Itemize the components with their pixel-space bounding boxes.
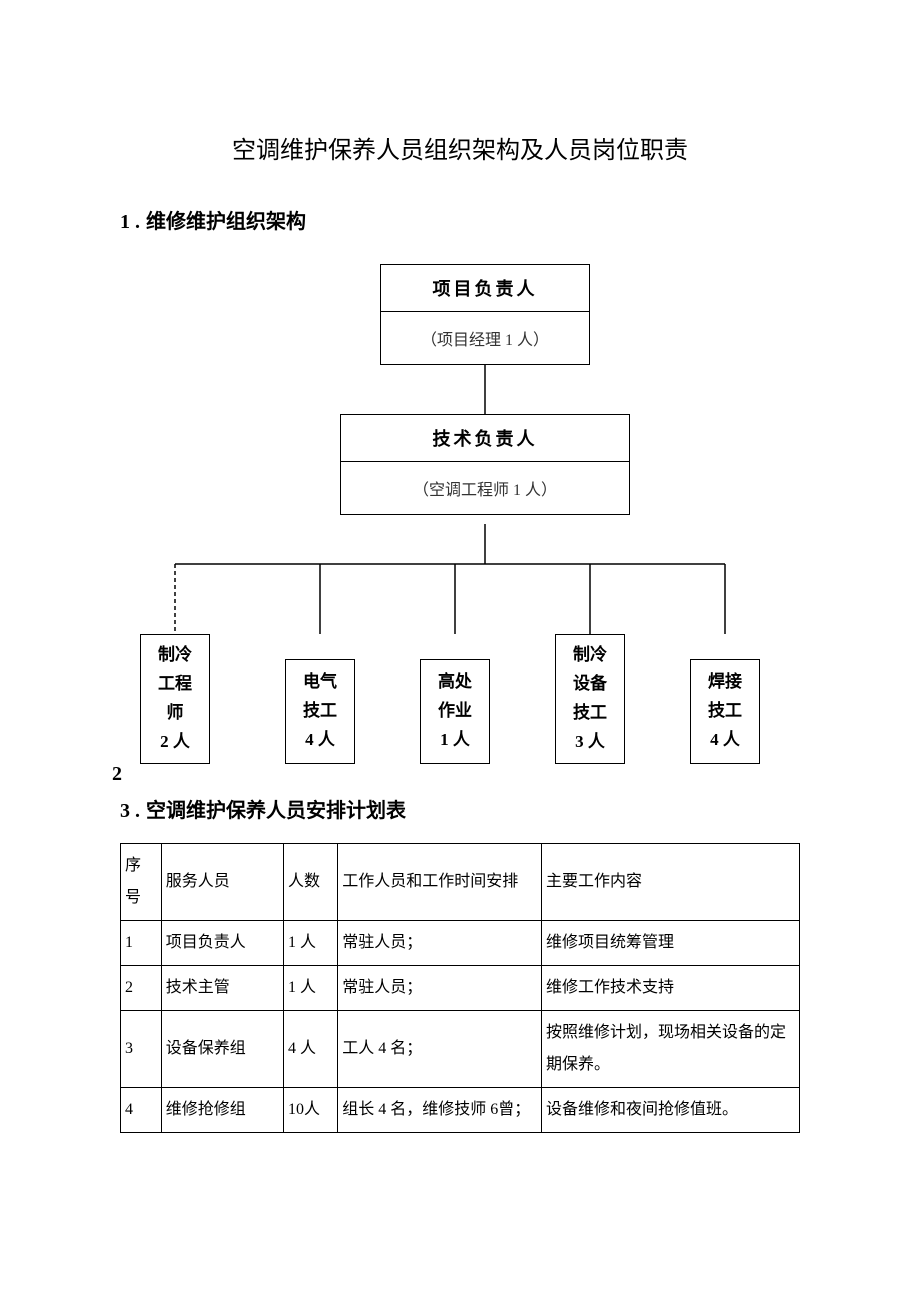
table-body: 1 项目负责人 1 人 常驻人员； 维修项目统筹管理 2 技术主管 1 人 常驻… [121,921,800,1133]
node-top: 项目负责人 （项目经理 1 人） [380,264,590,365]
cell-count: 1 人 [283,966,337,1011]
table-row: 2 技术主管 1 人 常驻人员； 维修工作技术支持 [121,966,800,1011]
leaf-line: 作业 [425,697,485,726]
section-3-num: 3 . [120,800,140,822]
th-role: 服务人员 [161,844,283,921]
org-chart: 项目负责人 （项目经理 1 人） 技术负责人 （空调工程师 1 人） 制冷工程师… [120,264,800,784]
table-row: 1 项目负责人 1 人 常驻人员； 维修项目统筹管理 [121,921,800,966]
leaf-line: 高处 [425,668,485,697]
th-num: 序号 [121,844,162,921]
th-work: 主要工作内容 [541,844,799,921]
cell-time: 组长 4 名，维修技师 6曾； [338,1088,542,1133]
leaf-line: 技工 [560,699,620,728]
cell-work: 维修工作技术支持 [541,966,799,1011]
cell-time: 工人 4 名； [338,1011,542,1088]
leaf-2: 高处作业1 人 [420,659,490,764]
section-1-heading: 1 . 维修维护组织架构 [120,205,800,234]
leaf-line: 电气 [290,668,350,697]
leaf-line: 2 人 [145,728,205,757]
leaf-line: 1 人 [425,726,485,755]
table-row: 3 设备保养组 4 人 工人 4 名； 按照维修计划，现场相关设备的定期保养。 [121,1011,800,1088]
section-1-text: 维修维护组织架构 [146,211,306,233]
plan-table-section: 序号 服务人员 人数 工作人员和工作时间安排 主要工作内容 1 项目负责人 1 … [120,843,800,1133]
leaf-4: 焊接技工4 人 [690,659,760,764]
cell-count: 10人 [283,1088,337,1133]
cell-time: 常驻人员； [338,921,542,966]
leaf-line: 制冷 [145,641,205,670]
node-top-title: 项目负责人 [433,265,538,311]
section-3-text: 空调维护保养人员安排计划表 [146,800,406,822]
leaf-line: 3 人 [560,728,620,757]
leaf-line: 4 人 [290,726,350,755]
cell-role: 设备保养组 [161,1011,283,1088]
cell-num: 3 [121,1011,162,1088]
node-mid-title: 技术负责人 [433,415,538,461]
cell-count: 1 人 [283,921,337,966]
cell-work: 设备维修和夜间抢修值班。 [541,1088,799,1133]
cell-num: 2 [121,966,162,1011]
cell-num: 4 [121,1088,162,1133]
leaf-line: 师 [145,699,205,728]
leaf-line: 制冷 [560,641,620,670]
marker-2: 2 [112,763,122,786]
leaf-line: 焊接 [695,668,755,697]
node-top-sub: （项目经理 1 人） [381,312,589,364]
cell-time: 常驻人员； [338,966,542,1011]
leaf-1: 电气技工4 人 [285,659,355,764]
section-1-num: 1 . [120,211,140,233]
cell-role: 维修抢修组 [161,1088,283,1133]
leaf-line: 技工 [290,697,350,726]
cell-work: 按照维修计划，现场相关设备的定期保养。 [541,1011,799,1088]
node-mid: 技术负责人 （空调工程师 1 人） [340,414,630,515]
leaf-line: 工程 [145,670,205,699]
th-time: 工作人员和工作时间安排 [338,844,542,921]
th-count: 人数 [283,844,337,921]
cell-role: 技术主管 [161,966,283,1011]
leaf-line: 设备 [560,670,620,699]
leaf-0: 制冷工程师2 人 [140,634,210,764]
table-header-row: 序号 服务人员 人数 工作人员和工作时间安排 主要工作内容 [121,844,800,921]
cell-num: 1 [121,921,162,966]
section-3-heading: 3 . 空调维护保养人员安排计划表 [120,794,800,823]
cell-role: 项目负责人 [161,921,283,966]
plan-table: 序号 服务人员 人数 工作人员和工作时间安排 主要工作内容 1 项目负责人 1 … [120,843,800,1133]
page-title: 空调维护保养人员组织架构及人员岗位职责 [120,130,800,165]
cell-work: 维修项目统筹管理 [541,921,799,966]
leaf-line: 技工 [695,697,755,726]
leaf-3: 制冷设备技工3 人 [555,634,625,764]
leaf-line: 4 人 [695,726,755,755]
cell-count: 4 人 [283,1011,337,1088]
node-mid-sub: （空调工程师 1 人） [341,462,629,514]
table-row: 4 维修抢修组 10人 组长 4 名，维修技师 6曾； 设备维修和夜间抢修值班。 [121,1088,800,1133]
